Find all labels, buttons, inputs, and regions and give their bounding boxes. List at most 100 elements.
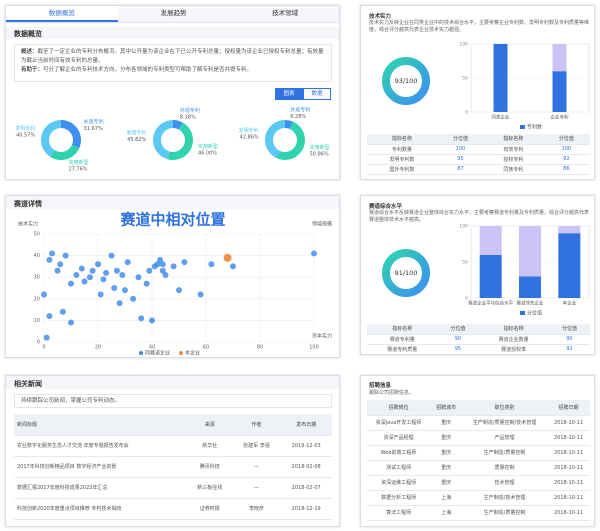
scatter-point	[149, 317, 155, 324]
scatter-point	[138, 315, 145, 322]
info-box: 持续跟踪公司新闻，掌握公司专利动态。	[14, 394, 332, 408]
donut-slice	[285, 120, 293, 129]
table-cell: 92	[542, 154, 590, 165]
scatter-point	[73, 272, 80, 279]
table-cell: 专利数量	[367, 144, 437, 155]
section-header	[6, 27, 339, 39]
x-tick-label: 100	[309, 345, 319, 351]
table-cell: Web前端工程师	[367, 445, 431, 461]
jobs-panel: 招聘信息 跟踪公司招聘信息。 招聘岗位 招聘城市 职位类别 招聘日期 资深Java开发工…	[360, 375, 595, 527]
table-cell: 新华社	[186, 435, 233, 457]
x-tick-label: 同类企业	[492, 114, 510, 121]
table-cell: 重庆	[430, 430, 463, 446]
scatter-point	[59, 308, 66, 315]
news-table: 新闻标题 来源 作者 发布日期 农业数字化服务生态人才交流 年度专题报告发布会 新华社 张建…	[14, 414, 332, 520]
table-cell: 有效专利	[484, 144, 543, 155]
table-cell: 数据汇报2017年度科技成果2022年汇总	[14, 477, 187, 499]
scatter-point	[49, 250, 56, 257]
panel-title: 技术实力	[369, 14, 392, 20]
scatter-point	[111, 285, 118, 291]
panel-description: 赛道综合水平反映赛道企业整体综合实力水平，主要考察赛道专利量及专利质量，综合评分…	[369, 210, 590, 223]
legend-swatch	[520, 125, 525, 129]
scatter-point	[223, 253, 232, 262]
bar-segment	[519, 276, 541, 298]
section-header	[6, 376, 339, 389]
legend-label: 分位值	[527, 310, 542, 317]
x-tick-label: 赛道企业平均综合水平	[468, 300, 513, 307]
table-cell: 重庆	[430, 415, 463, 431]
toggle-button[interactable]: 图表	[275, 88, 303, 100]
scatter-point	[159, 261, 166, 268]
slice-name: 外观专利	[290, 107, 310, 114]
table-row: 赛道专利质量 95 赛道授权率 92	[367, 344, 590, 354]
scatter-point	[68, 280, 74, 287]
scatter-point	[181, 259, 188, 266]
donut-slice	[265, 120, 285, 159]
table-row: Web前端工程师 重庆 生产制造/质量控制 2018-10-11	[367, 445, 590, 461]
header-cell: 招聘岗位	[367, 400, 431, 416]
table-cell: 产品管理	[462, 430, 548, 446]
table-cell: 赛道企业数量	[478, 334, 549, 345]
scatter-point	[100, 276, 107, 283]
table-cell: 赛道专利量	[367, 334, 438, 345]
tech-strength-panel: 技术实力 技术实力反映企业在同类企业中的技术综合水平，主要考察企业专利数、发明专…	[360, 5, 595, 180]
table-cell: 生产制造/质量控制/技术管理	[462, 415, 548, 431]
scatter-point	[230, 263, 236, 270]
header-cell: 发布日期	[280, 414, 332, 436]
bar-segment	[558, 233, 581, 298]
panel-title: 赛道详情	[14, 200, 42, 208]
table-cell: 生产制造/质量控制	[462, 445, 548, 461]
table-cell: 重庆	[430, 460, 463, 476]
table-row: 专利数量 100 有效专利 100	[367, 144, 590, 155]
legend-label: 同赛道企业	[145, 350, 170, 357]
table-cell: 2018-10-11	[547, 460, 590, 476]
x-tick-label: 40	[149, 345, 155, 351]
header-cell: 来源	[186, 414, 233, 436]
table-cell: 86	[542, 164, 590, 175]
x-tick-label: 80	[257, 345, 263, 351]
scatter-point	[135, 274, 142, 281]
scatter-point	[46, 313, 53, 320]
scatter-point	[41, 291, 47, 298]
y-tick-label: 40	[34, 253, 40, 259]
toggle-button[interactable]: 数据	[303, 88, 331, 100]
tab[interactable]: 数据概览	[6, 6, 118, 22]
table-cell: 质量控制	[462, 460, 548, 476]
advice-line: 有助于：可分了解企业的专利技术方向，分布各领域的专利类型可帮助了解专利是否并提专…	[21, 66, 325, 75]
table-cell: 2019-12-03	[280, 435, 332, 457]
table-cell: 农业数字化服务生态人才交流 年度专题报告发布会	[14, 435, 187, 457]
table-cell: 赛道专利质量	[367, 344, 438, 354]
header-cell: 职位类别	[462, 400, 548, 416]
y-axis-label: 技术实力	[18, 221, 38, 228]
score: 91/100	[395, 269, 418, 277]
y-tick-label: 100	[459, 42, 468, 48]
scatter-point	[143, 280, 150, 287]
table-cell: 新三板在线	[186, 477, 233, 499]
scatter-point	[46, 256, 53, 263]
scatter-point	[122, 287, 128, 294]
header-cell: 指标名称	[478, 324, 549, 335]
table-row: 数据分析工程师 上海 生产制造/技术管理 2018-10-11	[367, 490, 590, 506]
scatter-point	[81, 278, 88, 285]
table-row: 赛道专利量 90 赛道企业数量 90	[367, 334, 590, 345]
tab[interactable]: 技术领域	[272, 9, 299, 17]
scatter-point	[113, 267, 120, 274]
y-tick-label: 0	[465, 296, 468, 302]
donut-slice	[173, 120, 183, 130]
scatter-point	[103, 269, 110, 276]
index-table: 指标名称 分位值 指标名称 分位值 专利数量 100 有效专利 100 发明专利数 95 授权专利 9…	[367, 134, 590, 175]
table-cell: 授权专利	[484, 154, 543, 165]
scatter-point	[68, 319, 74, 326]
table-cell: 同族专利	[484, 164, 543, 175]
score-ring	[382, 249, 430, 297]
scatter-point	[108, 252, 115, 259]
donut-slice	[40, 120, 61, 157]
table-row: 2017年科技创新精品项目 数字经济产业前景 腾讯科技 —2018-02-08	[14, 456, 332, 478]
y-tick-label: 50	[462, 76, 468, 82]
summary-line: 概述：截至了一定企业的专利分布概况。其中公开量为该企业在下已公开专利总量；授权量…	[21, 48, 325, 66]
bar-segment	[552, 71, 567, 112]
tab[interactable]: 发展趋势	[160, 9, 187, 17]
legend-swatch	[520, 311, 525, 315]
scatter-point	[54, 267, 61, 274]
